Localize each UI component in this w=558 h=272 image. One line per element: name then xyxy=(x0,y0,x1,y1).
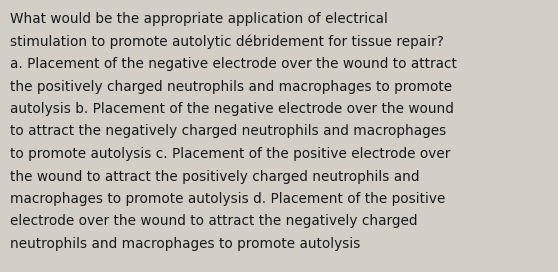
Text: stimulation to promote autolytic débridement for tissue repair?: stimulation to promote autolytic débride… xyxy=(10,35,444,49)
Text: to promote autolysis c. Placement of the positive electrode over: to promote autolysis c. Placement of the… xyxy=(10,147,450,161)
Text: electrode over the wound to attract the negatively charged: electrode over the wound to attract the … xyxy=(10,215,417,228)
Text: the wound to attract the positively charged neutrophils and: the wound to attract the positively char… xyxy=(10,169,420,184)
Text: neutrophils and macrophages to promote autolysis: neutrophils and macrophages to promote a… xyxy=(10,237,360,251)
Text: a. Placement of the negative electrode over the wound to attract: a. Placement of the negative electrode o… xyxy=(10,57,457,71)
Text: What would be the appropriate application of electrical: What would be the appropriate applicatio… xyxy=(10,12,388,26)
Text: to attract the negatively charged neutrophils and macrophages: to attract the negatively charged neutro… xyxy=(10,125,446,138)
Text: macrophages to promote autolysis d. Placement of the positive: macrophages to promote autolysis d. Plac… xyxy=(10,192,445,206)
Text: autolysis b. Placement of the negative electrode over the wound: autolysis b. Placement of the negative e… xyxy=(10,102,454,116)
Text: the positively charged neutrophils and macrophages to promote: the positively charged neutrophils and m… xyxy=(10,79,452,94)
